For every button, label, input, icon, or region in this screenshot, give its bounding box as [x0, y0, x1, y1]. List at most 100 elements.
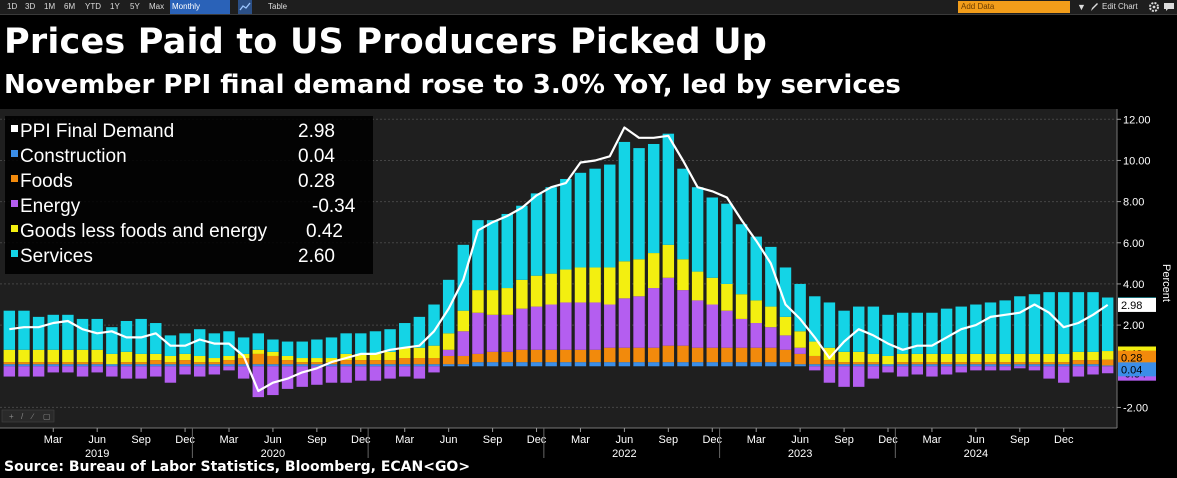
bar-segment — [457, 355, 470, 365]
pencil-icon[interactable] — [1090, 0, 1099, 14]
bar-segment — [501, 362, 513, 367]
timeframe-6m[interactable]: 6M — [64, 2, 76, 11]
bar-segment — [296, 364, 308, 367]
bar-segment — [867, 364, 880, 367]
bar-segment — [940, 362, 953, 365]
bar-segment — [662, 345, 675, 363]
bar-segment — [516, 349, 528, 363]
legend-item-services[interactable]: Services 2.60 — [11, 246, 335, 267]
frequency-dropdown[interactable]: Monthly — [170, 0, 230, 14]
speech-bubble-icon[interactable] — [1163, 0, 1175, 14]
bar-segment — [486, 314, 499, 352]
legend-value: -0.34 — [312, 196, 356, 217]
bar-segment — [545, 304, 557, 350]
bar-segment — [911, 353, 924, 363]
bar-segment — [223, 355, 235, 361]
gear-icon[interactable] — [1148, 0, 1160, 14]
bar-segment — [765, 347, 777, 363]
legend-item-construction[interactable]: Construction 0.04 — [11, 146, 335, 167]
bar-segment — [691, 362, 704, 367]
bar-segment — [633, 148, 645, 260]
bar-segment — [662, 362, 675, 367]
bar-segment — [237, 364, 250, 367]
bar-segment — [355, 353, 367, 361]
bar-segment — [1028, 366, 1041, 371]
timeframe-5y[interactable]: 5Y — [130, 2, 140, 11]
bar-segment — [164, 362, 177, 365]
crosshair-icon[interactable]: + — [9, 412, 14, 421]
bar-segment — [765, 327, 777, 348]
bar-segment — [853, 351, 865, 363]
edit-chart-button[interactable]: Edit Chart — [1102, 2, 1138, 11]
bar-segment — [721, 203, 733, 284]
bar-segment — [457, 364, 470, 367]
bar-segment — [3, 362, 16, 365]
bar-segment — [311, 362, 323, 365]
bar-segment — [237, 358, 250, 365]
bar-segment — [1058, 362, 1070, 365]
bar-segment — [91, 362, 103, 365]
bar-segment — [779, 362, 792, 367]
bar-segment — [18, 362, 30, 365]
bar-segment — [267, 366, 279, 396]
legend-swatch — [11, 200, 18, 207]
legend-item-goods-less-foods-and-energy[interactable]: Goods less foods and energy 0.42 — [11, 221, 343, 242]
table-button[interactable]: Table — [268, 2, 288, 11]
bar-segment — [325, 364, 338, 367]
legend-swatch — [11, 250, 18, 257]
eraser-icon[interactable]: ▢ — [43, 412, 51, 421]
bar-segment — [399, 366, 411, 377]
timeframe-1m[interactable]: 1M — [44, 2, 56, 11]
bar-segment — [1014, 362, 1026, 365]
x-tick-label: Sep — [1010, 434, 1030, 446]
bar-segment — [179, 333, 191, 354]
bar-segment — [574, 349, 587, 363]
bar-segment — [999, 364, 1011, 367]
bar-segment — [882, 366, 894, 373]
bar-segment — [179, 353, 191, 361]
bar-segment — [486, 290, 499, 315]
legend-value: 0.28 — [298, 171, 335, 192]
bar-segment — [706, 362, 718, 367]
bar-segment — [472, 312, 484, 354]
bar-segment — [809, 296, 821, 342]
bar-segment — [677, 362, 689, 367]
legend-swatch — [11, 150, 18, 157]
bar-segment — [779, 316, 792, 336]
bar-segment — [399, 364, 411, 367]
bar-segment — [604, 267, 616, 305]
bar-segment — [574, 267, 587, 303]
legend-swatch — [11, 125, 18, 132]
bar-segment — [882, 314, 894, 356]
bar-segment — [589, 302, 601, 350]
y-tick-label: 8.00 — [1123, 197, 1144, 209]
bar-segment — [384, 351, 396, 361]
bar-segment — [809, 366, 821, 371]
timeframe-ytd[interactable]: YTD — [85, 2, 101, 11]
timeframe-3d[interactable]: 3D — [25, 2, 36, 11]
timeframe-max[interactable]: Max — [149, 2, 165, 11]
bar-segment — [618, 362, 631, 367]
legend-item-foods[interactable]: Foods 0.28 — [11, 171, 335, 192]
bar-segment — [164, 364, 177, 367]
timeframe-1d[interactable]: 1D — [7, 2, 18, 11]
timeframe-1y[interactable]: 1Y — [110, 2, 120, 11]
draw-pencil-icon[interactable]: ∕ — [30, 412, 35, 421]
draw-line-icon[interactable]: / — [21, 412, 24, 421]
bar-segment — [984, 302, 997, 354]
bar-segment — [3, 366, 16, 377]
legend-item-ppi-final-demand[interactable]: PPI Final Demand 2.98 — [11, 121, 335, 142]
bar-segment — [208, 366, 221, 375]
bar-segment — [208, 362, 221, 365]
legend-swatch — [11, 225, 18, 232]
x-year-label: 2019 — [85, 448, 109, 458]
bar-segment — [530, 349, 543, 363]
bar-segment — [911, 362, 924, 365]
add-data-input[interactable]: Add Data — [958, 1, 1070, 13]
chart-type-icon[interactable] — [238, 0, 252, 14]
bar-segment — [677, 168, 689, 260]
bar-segment — [765, 306, 777, 328]
legend-item-energy[interactable]: Energy -0.34 — [11, 196, 356, 217]
chevron-down-icon[interactable]: ▼ — [1077, 2, 1086, 12]
bar-segment — [516, 308, 528, 350]
